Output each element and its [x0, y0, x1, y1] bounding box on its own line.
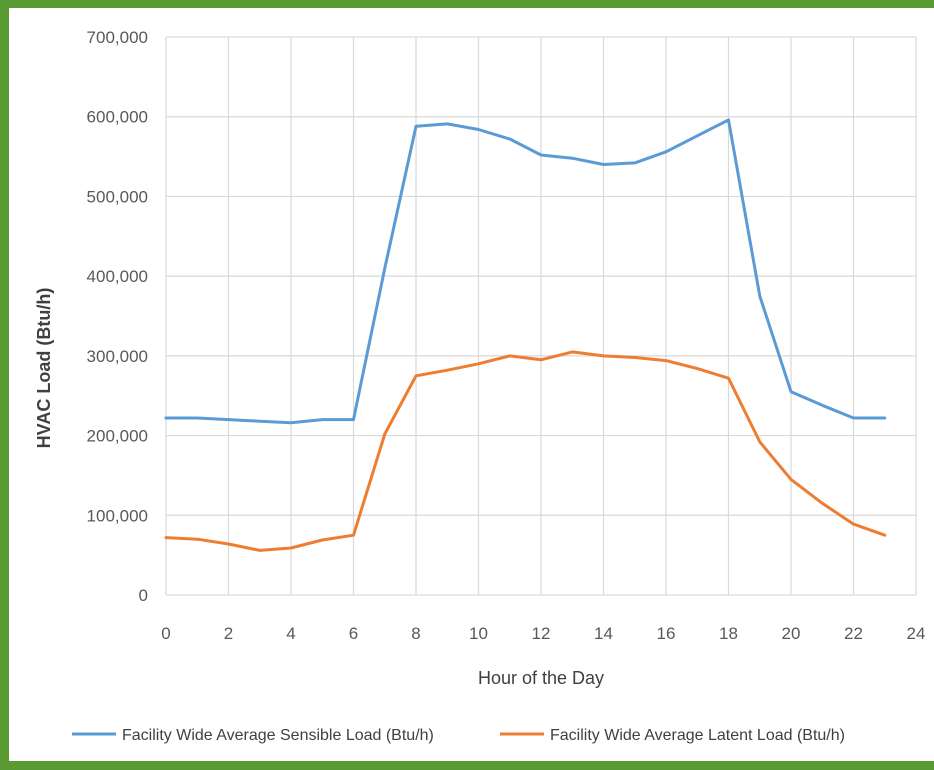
x-tick-label: 14: [594, 624, 613, 643]
x-axis-ticks: 0 2 4 6 8 10 12 14 16 18 20 22 24: [161, 624, 925, 643]
y-axis-title: HVAC Load (Btu/h): [34, 288, 54, 449]
x-tick-label: 4: [286, 624, 295, 643]
legend: Facility Wide Average Sensible Load (Btu…: [72, 727, 845, 744]
x-tick-label: 22: [844, 624, 863, 643]
y-tick-label: 600,000: [87, 108, 148, 127]
x-tick-label: 18: [719, 624, 738, 643]
x-tick-label: 16: [657, 624, 676, 643]
x-tick-label: 10: [469, 624, 488, 643]
y-tick-label: 400,000: [87, 267, 148, 286]
series-lines: [164, 118, 887, 552]
legend-label-latent: Facility Wide Average Latent Load (Btu/h…: [550, 727, 845, 744]
y-tick-label: 700,000: [87, 28, 148, 47]
x-tick-label: 0: [161, 624, 170, 643]
y-axis-ticks: 0 100,000 200,000 300,000 400,000 500,000 600,…: [87, 28, 148, 605]
y-tick-label: 100,000: [87, 506, 148, 525]
x-tick-label: 6: [349, 624, 358, 643]
x-tick-label: 24: [907, 624, 926, 643]
y-tick-label: 200,000: [87, 427, 148, 446]
series-line-latent: [164, 350, 887, 552]
x-tick-label: 8: [411, 624, 420, 643]
grid: [165, 36, 917, 596]
series-line-sensible: [164, 118, 887, 425]
y-tick-label: 300,000: [87, 347, 148, 366]
y-tick-label: 500,000: [87, 187, 148, 206]
x-tick-label: 2: [224, 624, 233, 643]
x-tick-label: 20: [782, 624, 801, 643]
legend-label-sensible: Facility Wide Average Sensible Load (Btu…: [122, 727, 434, 744]
x-axis-title: Hour of the Day: [478, 668, 604, 688]
y-tick-label: 0: [139, 586, 148, 605]
x-tick-label: 12: [532, 624, 551, 643]
